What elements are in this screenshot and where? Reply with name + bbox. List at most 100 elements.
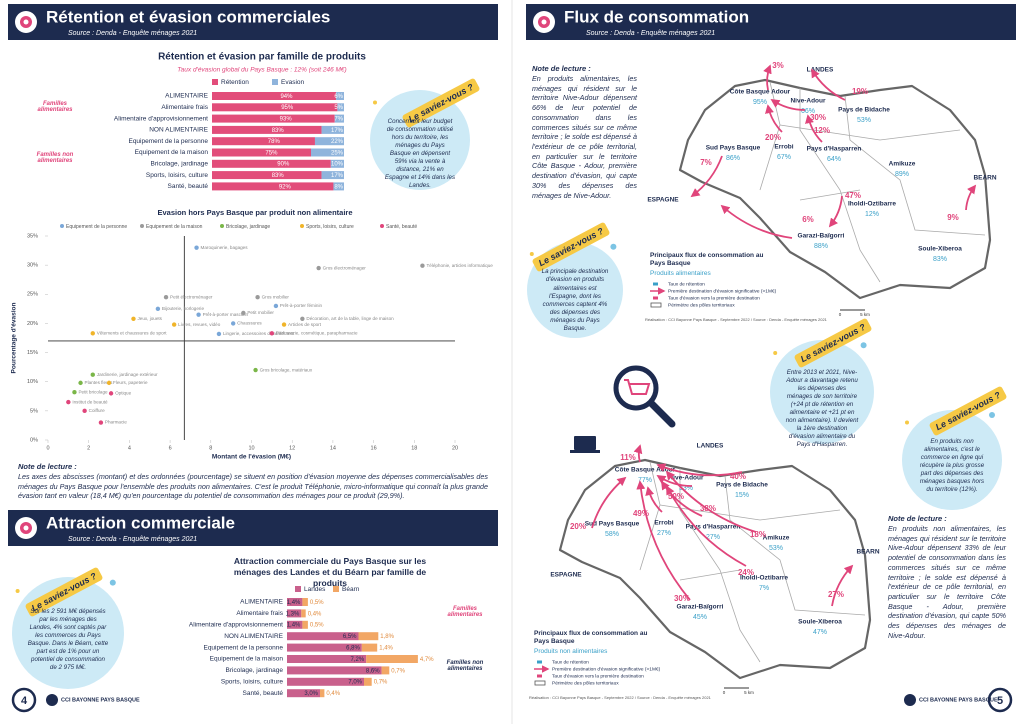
map-legend-subtitle: Produits non alimentaires: [534, 648, 608, 655]
bubble-text: Concernant leur budget de consommation u…: [384, 117, 456, 190]
bubble: [370, 90, 470, 190]
flow-arrow: [763, 64, 772, 91]
flow-label: 9%: [947, 213, 959, 222]
region-name: Pays de Bidache: [716, 482, 768, 489]
legend-label: Rétention: [221, 79, 249, 86]
region-name: Garazi-Baïgorri: [677, 604, 724, 611]
page-number: 4: [21, 695, 28, 707]
scatter-point: [82, 408, 87, 414]
header-source: Source : Denda - Enquête ménages 2021: [68, 30, 197, 37]
flow-label: 47%: [845, 191, 861, 200]
bar-value-label: 3,0%: [304, 691, 318, 697]
bubble-text: La principale destination d'évasion en p…: [541, 268, 609, 332]
legend-label: Taux d'évasion vers la première destinat…: [668, 295, 760, 301]
flow-arrow: [656, 463, 743, 477]
map-legend-title: Principaux flux de consommation au Pays …: [650, 252, 764, 268]
legend-dot: [140, 224, 144, 228]
point-label: Petit électroménager: [170, 294, 213, 299]
scale-label: 5 km: [860, 312, 870, 317]
bar-value-label: 1,4%: [379, 645, 393, 651]
category-label: Equipement de la maison: [210, 656, 284, 663]
point-label: Petit mobilier: [247, 310, 274, 315]
flow-label: 11%: [620, 453, 636, 462]
region-retention: 53%: [769, 545, 783, 552]
y-tick-label: 0%: [30, 437, 38, 443]
scatter-point: [269, 331, 275, 336]
outside-place: BEARN: [973, 175, 996, 182]
header-icon: [23, 19, 29, 25]
point-label: Plantes fleurs: [85, 380, 114, 385]
bubble-dot: [773, 351, 778, 355]
y-axis-label: Pourcentage d'évasion: [11, 303, 18, 374]
legend-label: Première destination d'évasion significa…: [552, 666, 661, 672]
bar-value-label: 75%: [265, 150, 278, 156]
category-label: Bricolage, jardinage: [226, 667, 284, 674]
y-tick-label: 30%: [27, 263, 38, 269]
header-source: Source : Denda - Enquête ménages 2021: [586, 30, 715, 37]
flow-arrow: [661, 480, 703, 517]
bar-segment: [311, 148, 344, 157]
scatter-point: [171, 322, 177, 327]
header-title: Rétention et évasion commerciales: [46, 7, 330, 26]
legend-label: Taux de rétention: [552, 659, 589, 665]
region-name: Côte Basque Adour: [615, 467, 676, 474]
scatter-point: [196, 312, 201, 317]
flow-arrow: [633, 444, 643, 463]
bar-segment: [212, 182, 334, 191]
flow-label: 50%: [668, 492, 684, 501]
bar-value-label: 90%: [277, 162, 290, 168]
bar-value-label: 0,7%: [391, 668, 405, 674]
region-retention: 95%: [753, 99, 767, 106]
outside-place: LANDES: [697, 443, 724, 450]
chart-title: Evasion hors Pays Basque par produit non…: [157, 208, 352, 217]
region-name: Errobi: [654, 520, 673, 527]
header-icon: [541, 19, 547, 25]
bar-segment: [381, 666, 390, 675]
flow-arrow: [965, 184, 977, 211]
bar-value-label: 17%: [331, 173, 344, 179]
outside-place: LANDES: [807, 67, 834, 74]
region-retention: 12%: [865, 211, 879, 218]
bar-value-label: 0,5%: [310, 600, 324, 606]
bar-segment: [302, 620, 308, 629]
flow-label: 3%: [772, 61, 784, 70]
scatter-point: [66, 399, 71, 405]
point-label: Jeux, jouets: [137, 316, 162, 321]
note-text: En produits alimentaires, les ménages qu…: [532, 74, 637, 200]
bubble: [770, 340, 874, 444]
point-label: Petit bricolage: [78, 389, 108, 394]
point-label: Fleurs, papeterie: [113, 380, 148, 385]
bubble: [902, 410, 1002, 510]
legend-dot: [220, 224, 224, 228]
flow-label: 19%: [852, 87, 868, 96]
bar-value-label: 1,4%: [287, 623, 301, 629]
bar-segment: [287, 632, 359, 641]
category-label: NON ALIMENTAIRE: [149, 127, 208, 134]
scatter-point: [78, 380, 83, 386]
flow-label: 6%: [802, 215, 814, 224]
bar-segment: [212, 148, 311, 157]
point-label: Prêt-à-porter féminin: [280, 303, 323, 308]
x-tick-label: 8: [209, 445, 212, 451]
region-retention: 33%: [679, 485, 693, 492]
legend-label: Sports, loisirs, culture: [306, 224, 354, 230]
legend-label: Bricolage, jardinage: [226, 224, 270, 230]
chart-title: Rétention et évasion par famille de prod…: [158, 52, 366, 63]
point-label: Gros mobilier: [262, 294, 290, 299]
map-source: Réalisation : CCI Bayonne Pays Basque - …: [645, 317, 828, 322]
bar-segment: [358, 632, 379, 641]
note-text: Les axes des abscisses (montant) et des …: [18, 472, 488, 501]
region-name: Iholdi-Oztibarre: [848, 201, 896, 208]
bar-segment: [287, 689, 320, 698]
point-label: Maroquinerie, bagages: [201, 245, 249, 250]
scale-label: 5 km: [744, 690, 754, 695]
legend-swatch: [333, 586, 339, 592]
region-name: Pays d'Hasparren: [807, 146, 862, 153]
flow-arrow: [831, 564, 854, 607]
point-label: Prêt-à-porter masculin: [203, 312, 249, 317]
bar-segment: [361, 643, 378, 652]
flow-arrow: [811, 68, 846, 101]
bar-value-label: 1,8%: [380, 634, 394, 640]
region-retention: 64%: [827, 156, 841, 163]
header-band: [8, 4, 498, 40]
